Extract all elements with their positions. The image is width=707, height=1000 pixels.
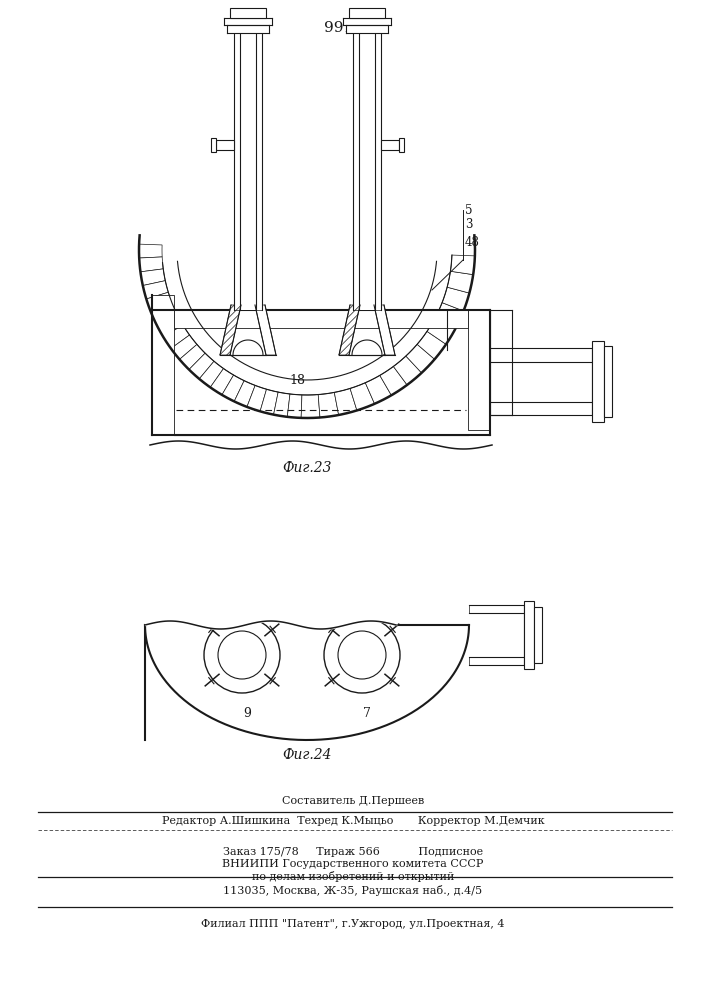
Polygon shape bbox=[180, 344, 205, 370]
Polygon shape bbox=[224, 18, 272, 25]
Polygon shape bbox=[255, 305, 276, 355]
Polygon shape bbox=[380, 366, 407, 395]
Polygon shape bbox=[151, 304, 177, 325]
Polygon shape bbox=[343, 18, 391, 25]
Polygon shape bbox=[222, 375, 244, 401]
Polygon shape bbox=[490, 402, 592, 415]
Polygon shape bbox=[301, 395, 320, 418]
Bar bbox=[534, 607, 542, 663]
Polygon shape bbox=[450, 255, 475, 275]
Polygon shape bbox=[490, 310, 512, 415]
Polygon shape bbox=[227, 25, 269, 33]
Polygon shape bbox=[234, 381, 255, 407]
Text: ВНИИПИ Государственного комитета СССР: ВНИИПИ Государственного комитета СССР bbox=[222, 859, 484, 869]
Bar bbox=[524, 601, 534, 669]
Polygon shape bbox=[287, 394, 302, 418]
Polygon shape bbox=[197, 359, 250, 405]
Polygon shape bbox=[274, 392, 290, 417]
Polygon shape bbox=[416, 307, 462, 360]
Polygon shape bbox=[293, 391, 345, 418]
Polygon shape bbox=[442, 287, 469, 311]
Polygon shape bbox=[145, 625, 469, 740]
Polygon shape bbox=[393, 356, 421, 385]
Polygon shape bbox=[427, 317, 456, 344]
Polygon shape bbox=[189, 353, 214, 379]
Polygon shape bbox=[468, 310, 490, 430]
Polygon shape bbox=[234, 28, 240, 310]
Bar bbox=[381, 140, 399, 150]
Polygon shape bbox=[318, 392, 339, 417]
Polygon shape bbox=[174, 310, 468, 328]
Circle shape bbox=[218, 631, 266, 679]
Circle shape bbox=[204, 617, 280, 693]
Bar bbox=[490, 362, 592, 402]
Text: 7: 7 bbox=[363, 707, 371, 720]
Text: Заказ 175/78     Тираж 566           Подписное: Заказ 175/78 Тираж 566 Подписное bbox=[223, 847, 483, 857]
Circle shape bbox=[324, 617, 400, 693]
Bar bbox=[211, 138, 216, 152]
Text: 18: 18 bbox=[289, 373, 305, 386]
Polygon shape bbox=[139, 235, 165, 288]
Polygon shape bbox=[156, 315, 183, 337]
Bar bbox=[240, 28, 256, 310]
Text: Филиал ППП "Патент", г.Ужгород, ул.Проектная, 4: Филиал ППП "Патент", г.Ужгород, ул.Проек… bbox=[201, 919, 505, 929]
Polygon shape bbox=[469, 657, 524, 665]
Polygon shape bbox=[163, 325, 189, 348]
Polygon shape bbox=[406, 344, 435, 373]
Text: Фиг.23: Фиг.23 bbox=[282, 461, 332, 475]
Polygon shape bbox=[163, 325, 212, 377]
Bar bbox=[359, 28, 375, 310]
Bar bbox=[592, 341, 604, 422]
Polygon shape bbox=[417, 331, 446, 359]
Bar bbox=[230, 8, 266, 18]
Text: 5: 5 bbox=[465, 204, 472, 217]
Polygon shape bbox=[139, 257, 163, 272]
Polygon shape bbox=[171, 335, 197, 359]
Polygon shape bbox=[152, 295, 174, 435]
Polygon shape bbox=[436, 303, 464, 328]
Polygon shape bbox=[241, 383, 294, 417]
Bar bbox=[174, 310, 468, 435]
Text: 3: 3 bbox=[465, 219, 472, 232]
Polygon shape bbox=[141, 269, 165, 286]
Polygon shape bbox=[440, 263, 474, 316]
Polygon shape bbox=[382, 345, 434, 394]
Text: Составитель Д.Першеев: Составитель Д.Першеев bbox=[282, 796, 424, 806]
Polygon shape bbox=[146, 292, 173, 312]
Polygon shape bbox=[220, 305, 241, 355]
Bar bbox=[604, 346, 612, 417]
Text: 113035, Москва, Ж-35, Раушская наб., д.4/5: 113035, Москва, Ж-35, Раушская наб., д.4… bbox=[223, 884, 483, 896]
Polygon shape bbox=[144, 283, 182, 337]
Polygon shape bbox=[346, 25, 388, 33]
Polygon shape bbox=[447, 271, 473, 293]
Polygon shape bbox=[339, 305, 360, 355]
Bar bbox=[349, 8, 385, 18]
Polygon shape bbox=[143, 281, 168, 299]
Polygon shape bbox=[350, 383, 375, 410]
Polygon shape bbox=[339, 374, 394, 414]
Text: 991955: 991955 bbox=[324, 21, 382, 35]
Polygon shape bbox=[139, 244, 162, 258]
Text: Редактор А.Шишкина  Техред К.Мыцьо       Корректор М.Демчик: Редактор А.Шишкина Техред К.Мыцьо Коррек… bbox=[162, 816, 544, 826]
Circle shape bbox=[338, 631, 386, 679]
Polygon shape bbox=[490, 348, 592, 362]
Polygon shape bbox=[448, 212, 475, 265]
Bar bbox=[399, 138, 404, 152]
Text: Фиг.24: Фиг.24 bbox=[282, 748, 332, 762]
Polygon shape bbox=[469, 605, 524, 613]
Polygon shape bbox=[210, 369, 233, 395]
Polygon shape bbox=[247, 385, 267, 411]
Polygon shape bbox=[366, 375, 392, 404]
Bar bbox=[216, 140, 234, 150]
Polygon shape bbox=[353, 28, 359, 310]
Text: по делам изобретений и открытий: по делам изобретений и открытий bbox=[252, 870, 454, 882]
Polygon shape bbox=[375, 28, 381, 310]
Polygon shape bbox=[334, 388, 357, 415]
Polygon shape bbox=[256, 28, 262, 310]
Polygon shape bbox=[374, 305, 395, 355]
Polygon shape bbox=[199, 361, 223, 387]
Text: 9: 9 bbox=[243, 707, 251, 720]
Text: 48: 48 bbox=[465, 235, 480, 248]
Polygon shape bbox=[260, 389, 278, 415]
